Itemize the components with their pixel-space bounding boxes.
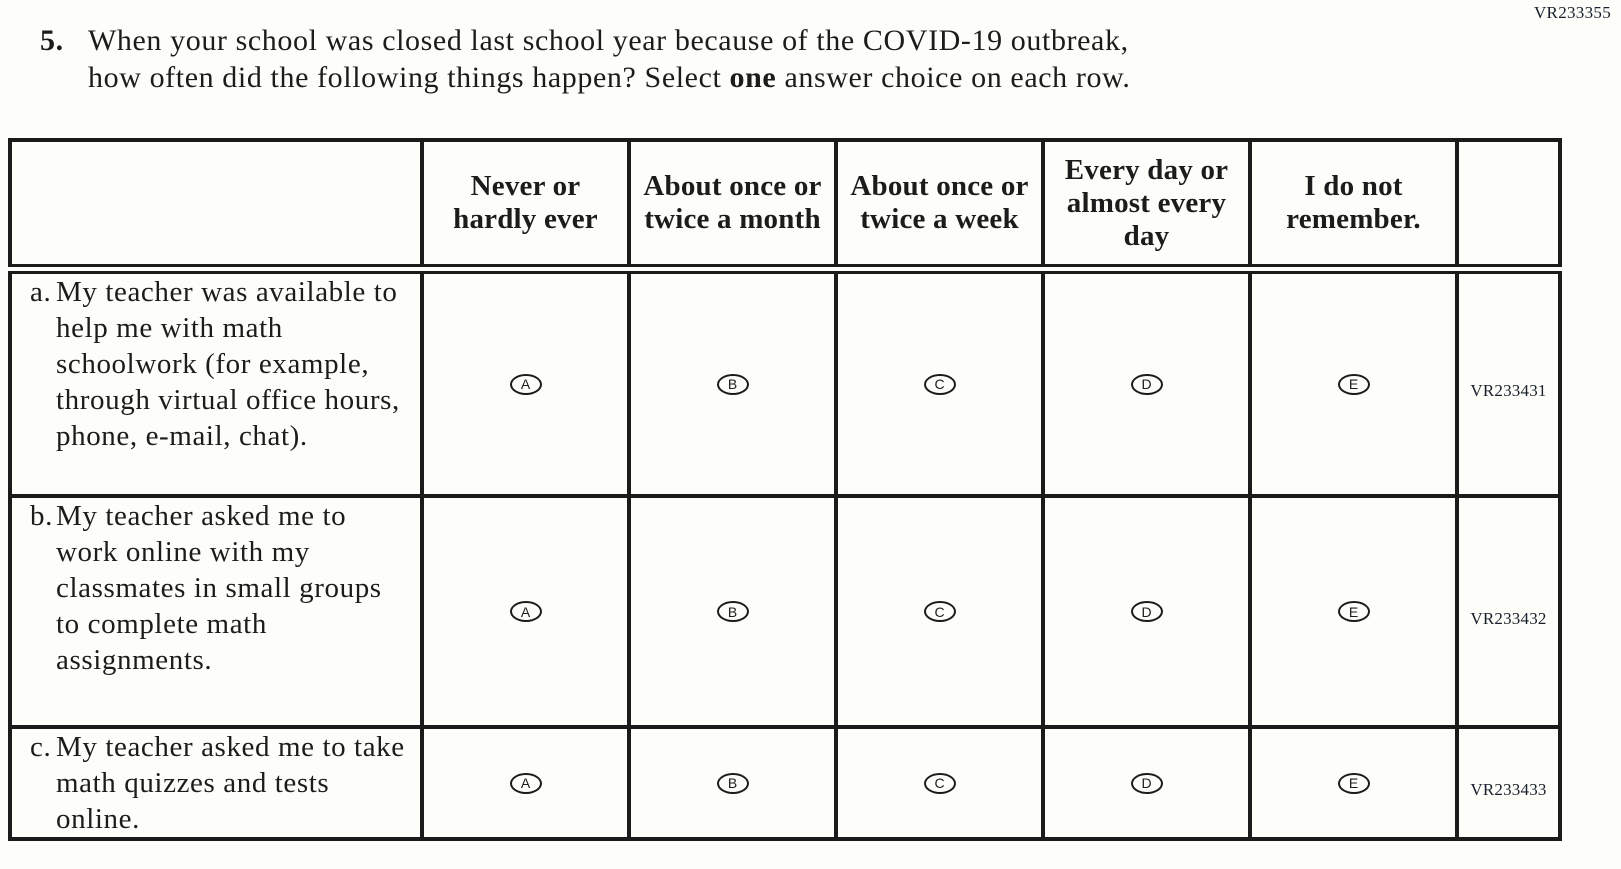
answer-bubble-a5-E[interactable]: E	[1337, 373, 1370, 395]
question-prompt: 5. When your school was closed last scho…	[40, 22, 1520, 96]
row-statement-a: My teacher was available to help me with…	[56, 276, 400, 452]
answer-bubble-b1-A[interactable]: A	[509, 601, 542, 622]
response-matrix-table: Never or hardly ever About once or twice…	[8, 138, 1562, 841]
answer-bubble-a4-D[interactable]: D	[1130, 373, 1163, 395]
answer-bubble-c3-C[interactable]: C	[923, 772, 956, 794]
bubble-letter: A	[520, 376, 531, 392]
option-cell: E	[1248, 725, 1459, 841]
answer-bubble-b3-C[interactable]: C	[923, 601, 956, 622]
row-code-text: VR233432	[1470, 608, 1547, 628]
header-every-day: Every day or almost every day	[1041, 138, 1252, 274]
question-bold-word: one	[729, 61, 777, 94]
bubble-letter: C	[934, 603, 945, 620]
header-statement-blank	[8, 138, 424, 274]
bubble-letter: B	[727, 376, 738, 392]
answer-bubble-a3-C[interactable]: C	[923, 373, 956, 395]
question-number: 5.	[40, 24, 64, 57]
answer-bubble-c4-D[interactable]: D	[1130, 772, 1163, 794]
row-code-b: VR233432	[1455, 494, 1562, 729]
header-once-twice-month: About once or twice a month	[627, 138, 838, 274]
answer-bubble-b2-B[interactable]: B	[716, 601, 749, 622]
option-cell: D	[1041, 494, 1252, 729]
header-never: Never or hardly ever	[420, 138, 631, 274]
form-code: VR233355	[1533, 3, 1611, 22]
row-letter-c: c.	[30, 731, 52, 763]
bubble-letter: D	[1141, 775, 1152, 791]
bubble-letter: C	[934, 376, 945, 392]
statement-cell-a: a. My teacher was available to help me w…	[8, 267, 424, 498]
bubble-letter: E	[1348, 775, 1359, 791]
bubble-letter: D	[1141, 376, 1152, 392]
table-row-b: b. My teacher asked me to work online wi…	[8, 494, 1562, 729]
bubble-letter: A	[520, 775, 531, 791]
bubble-letter: E	[1348, 376, 1359, 392]
option-cell: A	[420, 494, 631, 729]
answer-bubble-b5-E[interactable]: E	[1337, 601, 1370, 622]
option-cell: E	[1248, 267, 1459, 498]
header-code-blank	[1455, 138, 1562, 274]
statement-cell-c: c. My teacher asked me to take math quiz…	[8, 725, 424, 841]
option-cell: A	[420, 725, 631, 841]
question-text: When your school was closed last school …	[88, 22, 1130, 96]
bubble-letter: B	[727, 603, 738, 620]
bubble-letter: C	[934, 775, 945, 791]
header-once-twice-week: About once or twice a week	[834, 138, 1045, 274]
answer-bubble-c5-E[interactable]: E	[1337, 772, 1370, 794]
row-code-text: VR233431	[1470, 381, 1547, 400]
option-cell: A	[420, 267, 631, 498]
option-cell: E	[1248, 494, 1459, 729]
answer-bubble-c2-B[interactable]: B	[716, 772, 749, 794]
option-cell: B	[627, 725, 838, 841]
row-letter-b: b.	[30, 500, 53, 532]
header-row: Never or hardly ever About once or twice…	[8, 138, 1562, 274]
header-do-not-remember: I do not remember.	[1248, 138, 1459, 274]
row-statement-b: My teacher asked me to work online with …	[56, 500, 382, 676]
question-line2-post: answer choice on each row.	[776, 61, 1131, 94]
question-line2-pre: how often did the following things happe…	[88, 61, 730, 94]
row-code-c: VR233433	[1455, 725, 1562, 841]
bubble-letter: B	[727, 775, 738, 791]
row-letter-a: a.	[30, 276, 52, 308]
row-statement-c: My teacher asked me to take math quizzes…	[56, 731, 405, 835]
table-row-c: c. My teacher asked me to take math quiz…	[8, 725, 1562, 841]
row-code-a: VR233431	[1455, 267, 1562, 498]
question-line1: When your school was closed last school …	[88, 24, 1129, 57]
option-cell: D	[1041, 725, 1252, 841]
answer-bubble-a1-A[interactable]: A	[509, 373, 542, 395]
answer-bubble-c1-A[interactable]: A	[509, 772, 542, 794]
option-cell: D	[1041, 267, 1252, 498]
bubble-letter: E	[1348, 603, 1359, 620]
bubble-letter: D	[1141, 603, 1152, 620]
answer-bubble-b4-D[interactable]: D	[1130, 601, 1163, 622]
row-code-text: VR233433	[1470, 780, 1547, 799]
option-cell: C	[834, 267, 1045, 498]
option-cell: C	[834, 725, 1045, 841]
table-row-a: a. My teacher was available to help me w…	[8, 267, 1562, 498]
bubble-letter: A	[520, 603, 531, 620]
statement-cell-b: b. My teacher asked me to work online wi…	[8, 494, 424, 729]
option-cell: C	[834, 494, 1045, 729]
option-cell: B	[627, 494, 838, 729]
answer-bubble-a2-B[interactable]: B	[716, 373, 749, 395]
option-cell: B	[627, 267, 838, 498]
